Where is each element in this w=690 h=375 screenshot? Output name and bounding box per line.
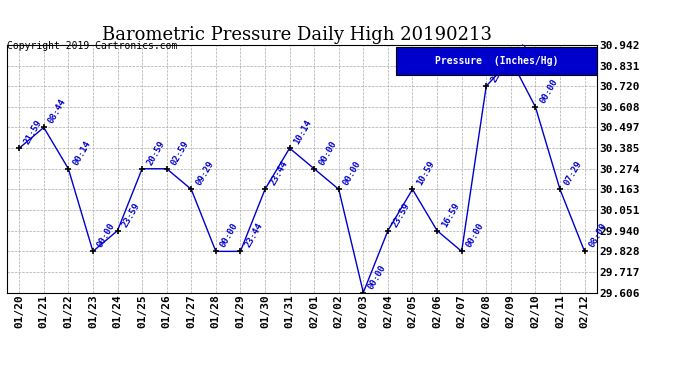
- Text: 00:00: 00:00: [366, 263, 388, 291]
- Text: 08:00: 08:00: [587, 222, 609, 249]
- Text: 23:59: 23:59: [489, 56, 511, 84]
- Text: 02:59: 02:59: [170, 139, 191, 167]
- Text: 00:00: 00:00: [538, 77, 560, 105]
- Text: Pressure  (Inches/Hg): Pressure (Inches/Hg): [435, 56, 558, 66]
- Text: 23:59: 23:59: [391, 201, 412, 229]
- FancyBboxPatch shape: [396, 48, 597, 75]
- Text: 09:: 09:: [514, 39, 530, 58]
- Text: 23:59: 23:59: [121, 201, 141, 229]
- Text: 10:59: 10:59: [415, 159, 437, 188]
- Text: Copyright 2019 Cartronics.com: Copyright 2019 Cartronics.com: [7, 41, 177, 51]
- Text: 07:29: 07:29: [563, 159, 584, 188]
- Text: 00:00: 00:00: [464, 222, 486, 249]
- Text: 23:44: 23:44: [244, 222, 264, 249]
- Text: 20:59: 20:59: [145, 139, 166, 167]
- Text: 09:29: 09:29: [194, 159, 215, 188]
- Text: 23:44: 23:44: [268, 159, 289, 188]
- Text: 21:59: 21:59: [22, 118, 43, 146]
- Text: 00:00: 00:00: [342, 159, 363, 188]
- Text: 10:14: 10:14: [293, 118, 314, 146]
- Text: 00:14: 00:14: [71, 139, 92, 167]
- Text: 00:00: 00:00: [317, 139, 338, 167]
- Text: 00:00: 00:00: [96, 222, 117, 249]
- Text: 16:59: 16:59: [440, 201, 461, 229]
- Text: 08:44: 08:44: [47, 98, 68, 126]
- Text: 00:00: 00:00: [219, 222, 240, 249]
- Text: Barometric Pressure Daily High 20190213: Barometric Pressure Daily High 20190213: [101, 26, 492, 44]
